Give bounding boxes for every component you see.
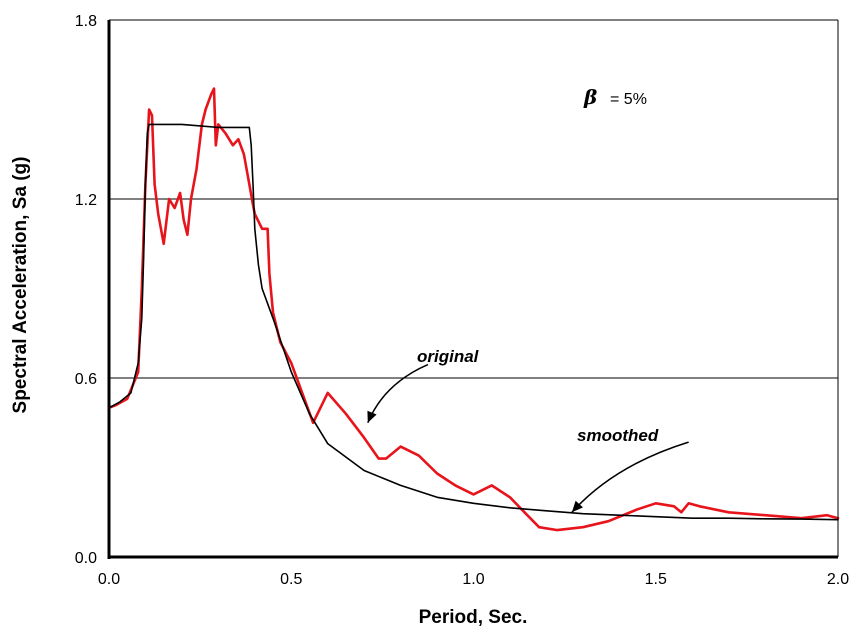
series-group <box>107 87 840 532</box>
x-tick-label-4: 2.0 <box>827 571 849 588</box>
annotation-smoothed-arrowhead <box>571 500 583 513</box>
y-tick-label-0: 0.0 <box>75 550 97 567</box>
annotation-smoothed: smoothed <box>571 426 689 513</box>
annotation-original-arrow <box>367 363 429 424</box>
y-tick-label-1: 0.6 <box>75 371 97 388</box>
annotation-original: original <box>367 347 480 424</box>
y-tick-labels: 0.0 0.6 1.2 1.8 <box>75 13 97 567</box>
beta-symbol: β <box>583 85 597 109</box>
series-line-original <box>107 87 840 532</box>
annotation-original-label: original <box>417 347 480 366</box>
plot-frame <box>107 19 839 559</box>
series-line-smoothed <box>108 123 839 521</box>
annotation-smoothed-label: smoothed <box>577 426 659 445</box>
y-tick-label-2: 1.2 <box>75 192 97 209</box>
annotation-original-arrowhead <box>367 410 377 423</box>
x-tick-label-1: 0.5 <box>280 571 302 588</box>
y-tick-label-3: 1.8 <box>75 13 97 30</box>
x-axis-title: Period, Sec. <box>419 607 528 628</box>
gridlines <box>109 19 838 379</box>
x-tick-labels: 0.0 0.5 1.0 1.5 2.0 <box>98 571 849 588</box>
damping-value: = 5% <box>610 91 647 108</box>
x-tick-label-0: 0.0 <box>98 571 120 588</box>
x-tick-label-2: 1.0 <box>462 571 484 588</box>
y-axis-title: Spectral Acceleration, Sa (g) <box>10 157 31 414</box>
x-tick-label-3: 1.5 <box>645 571 667 588</box>
damping-label: β = 5% <box>583 85 647 109</box>
annotation-smoothed-arrow <box>571 441 689 513</box>
